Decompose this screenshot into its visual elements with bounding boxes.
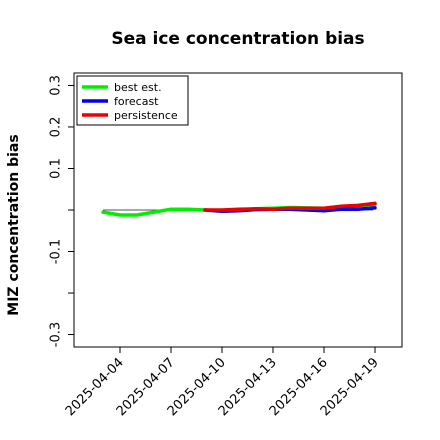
y-axis: 0.3 0.2 0.1 -0.1 -0.3	[49, 75, 74, 347]
chart-title: Sea ice concentration bias	[111, 29, 364, 49]
y-tick-label: 0.2	[49, 117, 64, 138]
legend-label: best est.	[114, 81, 162, 94]
y-tick-label: 0.1	[49, 158, 64, 179]
y-axis-label: MIZ concentration bias	[6, 134, 22, 315]
legend-label: persistence	[114, 109, 178, 122]
series-layer	[101, 201, 377, 217]
legend-label: forecast	[114, 95, 159, 108]
y-tick-label: 0.3	[49, 75, 64, 96]
series-line-persistence	[203, 201, 377, 212]
x-axis: 2025-04-042025-04-072025-04-102025-04-13…	[63, 347, 382, 419]
y-tick-label: -0.3	[49, 322, 64, 347]
y-tick-label: -0.1	[49, 239, 64, 264]
